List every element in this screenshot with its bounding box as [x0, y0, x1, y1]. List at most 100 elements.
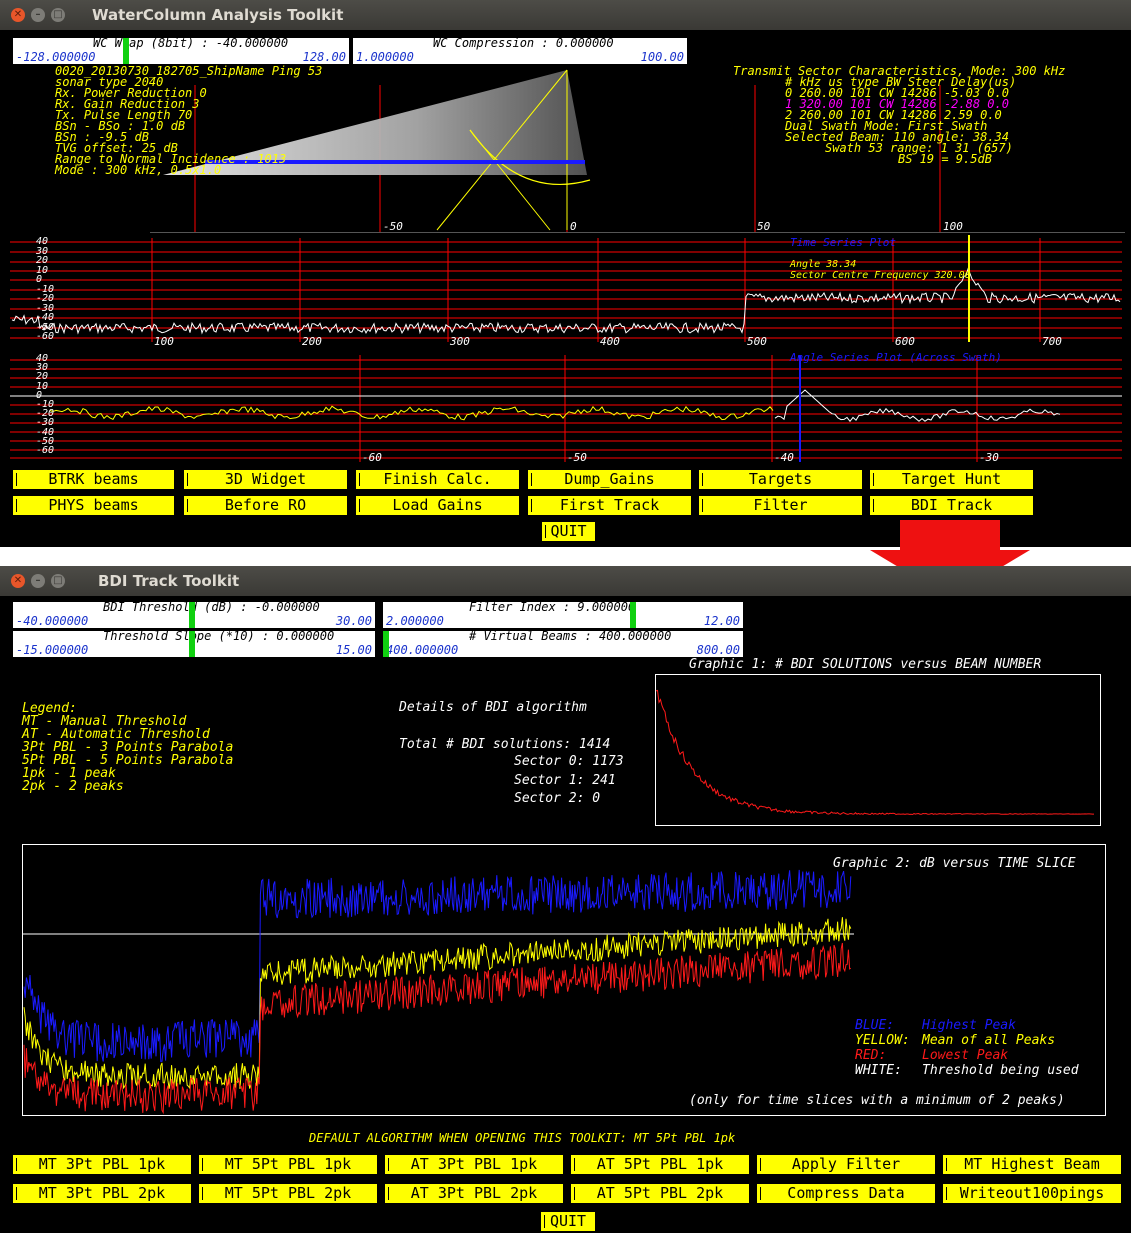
phys-beams-button[interactable]: PHYS beams: [12, 495, 175, 516]
slider-label: WC Compression : 0.000000: [433, 36, 614, 50]
ping-info-block: 0020_20130730_182705_ShipName Ping 53 so…: [55, 64, 323, 177]
slider-knob[interactable]: [630, 602, 636, 628]
bdi-track-window: ✕ – □ BDI Track Toolkit BDI Threshold (d…: [0, 566, 1131, 1233]
at-3pt-pbl-2pk-button[interactable]: AT 3Pt PBL 2pk: [384, 1183, 564, 1204]
quit-button[interactable]: QUIT: [540, 1211, 596, 1232]
apply-filter-button[interactable]: Apply Filter: [756, 1154, 936, 1175]
watercolumn-window: ✕ – □ WaterColumn Analysis Toolkit WC Wr…: [0, 0, 1131, 547]
target-hunt-button[interactable]: Target Hunt: [869, 469, 1034, 490]
first-track-button[interactable]: First Track: [527, 495, 692, 516]
at-5pt-pbl-2pk-button[interactable]: AT 5Pt PBL 2pk: [570, 1183, 750, 1204]
quit-button[interactable]: QUIT: [541, 521, 596, 542]
y-tick: -60: [36, 331, 55, 342]
details-total: Total # BDI solutions: 1414: [399, 737, 611, 752]
y-tick: 40: [36, 353, 49, 364]
info-line: BS 19 = 9.5dB: [898, 152, 992, 166]
btrk-beams-button[interactable]: BTRK beams: [12, 469, 175, 490]
y-tick: 10: [36, 380, 49, 392]
slider-knob[interactable]: [383, 631, 389, 657]
before-ro-button[interactable]: Before RO: [183, 495, 348, 516]
y-tick: -50: [36, 321, 55, 333]
slider-knob[interactable]: [123, 38, 129, 64]
angle-series-line: [49, 405, 774, 421]
at-5pt-pbl-1pk-button[interactable]: AT 5Pt PBL 1pk: [570, 1154, 750, 1175]
red-arrow-icon: [870, 520, 1030, 598]
legend-block: Legend: MT - Manual Threshold AT - Autom…: [22, 702, 233, 793]
bdi-threshold-slider[interactable]: BDI Threshold (dB) : -0.000000 -40.00000…: [12, 600, 376, 629]
as-x-tick: -60: [362, 451, 382, 464]
maximize-icon[interactable]: □: [51, 8, 65, 22]
time-series-title: Time Series Plot: [790, 236, 896, 249]
ts-x-tick: 600: [895, 335, 915, 348]
legend-line: Legend:: [22, 701, 77, 716]
minimize-icon[interactable]: –: [31, 8, 45, 22]
y-tick: 10: [36, 264, 49, 276]
slider-knob[interactable]: [189, 631, 195, 657]
y-tick: 40: [36, 236, 49, 247]
y-tick: 0: [36, 274, 43, 285]
as-x-tick: -40: [774, 451, 794, 464]
info-line: 2 260.00 101 CW 14286 2.59 0.0: [785, 108, 1002, 122]
slider-label: BDI Threshold (dB) : -0.000000: [103, 600, 320, 614]
slider-max: 800.00: [696, 643, 740, 657]
minimize-icon[interactable]: –: [31, 574, 45, 588]
targets-button[interactable]: Targets: [698, 469, 863, 490]
watercolumn-plot: -50 0 50 100: [10, 69, 1125, 462]
angle-series-line-white: [774, 389, 1061, 423]
graphic2-plot: [22, 844, 1106, 1116]
info-line: Selected Beam: 110 angle: 38.34: [785, 130, 1009, 144]
ts-y-axis: 40 30 20 10 0 -10 -20 -30 -40 -50 -60: [36, 237, 54, 342]
at-3pt-pbl-1pk-button[interactable]: AT 3Pt PBL 1pk: [384, 1154, 564, 1175]
mt-5pt-pbl-2pk-button[interactable]: MT 5Pt PBL 2pk: [198, 1183, 378, 1204]
dump-gains-button[interactable]: Dump_Gains: [527, 469, 692, 490]
virtual-beams-slider[interactable]: # Virtual Beams : 400.000000 400.000000 …: [382, 629, 744, 658]
info-line: Range to Normal Incidence : 1013: [55, 152, 287, 166]
close-icon[interactable]: ✕: [11, 574, 25, 588]
filter-index-slider[interactable]: Filter Index : 9.000000 2.000000 12.00: [382, 600, 744, 629]
time-series-freq: Sector Centre Frequency 320.00: [790, 270, 971, 281]
slider-knob[interactable]: [189, 602, 195, 628]
graphic1-plot: [655, 674, 1101, 826]
slider-max: 30.00: [335, 614, 372, 628]
info-line: Rx. Power Reduction 0: [55, 86, 207, 100]
mt-highest-beam-button[interactable]: MT Highest Beam: [942, 1154, 1122, 1175]
wc-wrap-slider[interactable]: WC Wrap (8bit) : -40.000000 -128.000000 …: [12, 36, 350, 65]
y-tick: -10: [36, 283, 55, 295]
wc-compression-slider[interactable]: WC Compression : 0.000000 1.000000 100.0…: [352, 36, 688, 65]
mt-3pt-pbl-2pk-button[interactable]: MT 3Pt PBL 2pk: [12, 1183, 192, 1204]
info-line: 0020_20130730_182705_ShipName Ping 53: [55, 64, 323, 78]
mt-3pt-pbl-1pk-button[interactable]: MT 3Pt PBL 1pk: [12, 1154, 192, 1175]
slider-max: 15.00: [335, 643, 372, 657]
threshold-slope-slider[interactable]: Threshold Slope (*10) : 0.000000 -15.000…: [12, 629, 376, 658]
y-tick: 20: [36, 371, 49, 383]
key-value: Threshold being used: [922, 1063, 1079, 1078]
info-line: TVG offset: 25 dB: [55, 141, 178, 155]
load-gains-button[interactable]: Load Gains: [355, 495, 520, 516]
close-icon[interactable]: ✕: [11, 8, 25, 22]
bdi-track-button[interactable]: BDI Track: [869, 495, 1034, 516]
graphic2-title: Graphic 2: dB versus TIME SLICE: [833, 856, 1076, 871]
legend-line: MT - Manual Threshold: [22, 714, 187, 729]
y-tick: -30: [36, 417, 55, 429]
info-line: Mode : 300 kHz, 0.5x1.0: [55, 163, 222, 177]
finish-calc-button[interactable]: Finish Calc.: [355, 469, 520, 490]
slider-label: WC Wrap (8bit) : -40.000000: [93, 36, 289, 50]
slider-min: -40.000000: [16, 614, 89, 628]
slider-max: 100.00: [640, 50, 684, 64]
transmit-sector-block: Transmit Sector Characteristics, Mode: 3…: [733, 65, 1065, 166]
details-sector0: Sector 0: 1173: [514, 754, 624, 769]
slider-min: 2.000000: [386, 614, 444, 628]
y-tick: -60: [36, 445, 55, 457]
key-label: YELLOW:: [855, 1033, 910, 1048]
compress-data-button[interactable]: Compress Data: [756, 1183, 936, 1204]
y-tick: -40: [36, 312, 55, 323]
y-tick: 0: [36, 389, 43, 401]
mt-5pt-pbl-1pk-button[interactable]: MT 5Pt PBL 1pk: [198, 1154, 378, 1175]
3d-widget-button[interactable]: 3D Widget: [183, 469, 348, 490]
details-sector2: Sector 2: 0: [514, 791, 601, 806]
maximize-icon[interactable]: □: [51, 574, 65, 588]
swath-tick: 100: [943, 220, 963, 233]
ts-x-tick: 200: [302, 335, 322, 348]
filter-button[interactable]: Filter: [698, 495, 863, 516]
writeout100pings-button[interactable]: Writeout100pings: [942, 1183, 1122, 1204]
